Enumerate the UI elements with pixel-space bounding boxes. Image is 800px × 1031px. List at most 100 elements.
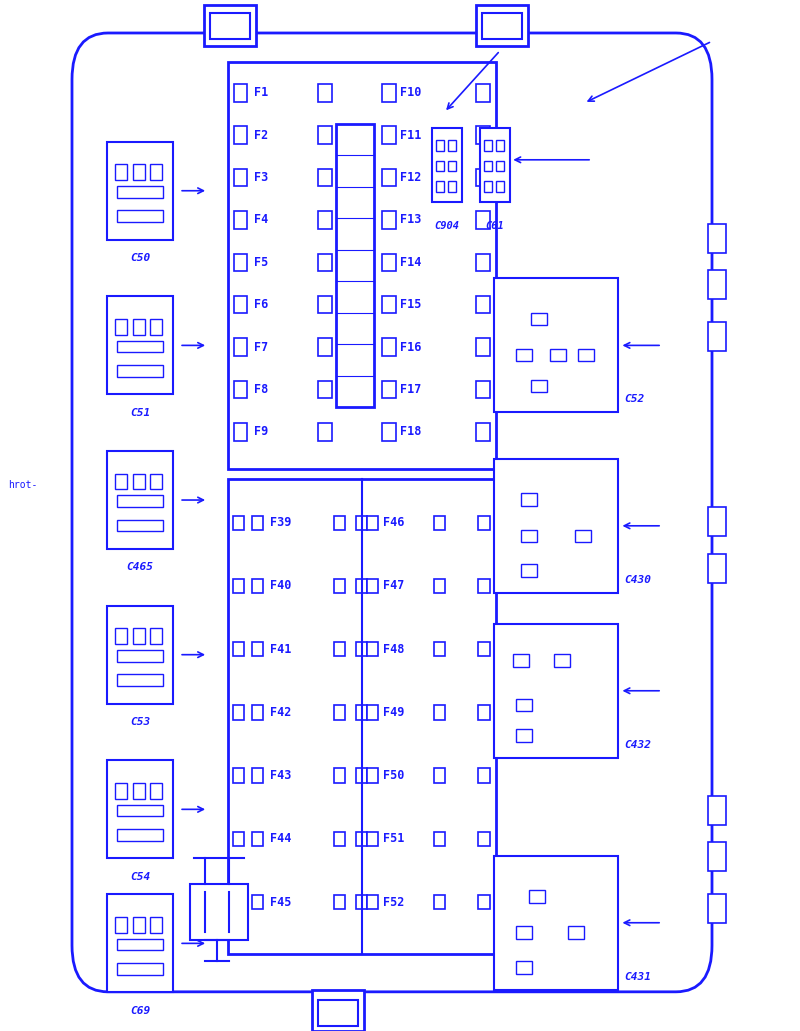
- Bar: [476, 5, 528, 46]
- Bar: [233, 895, 244, 909]
- Bar: [476, 127, 490, 144]
- Bar: [382, 423, 396, 440]
- Bar: [318, 338, 332, 356]
- Bar: [531, 312, 547, 325]
- Text: F13: F13: [400, 213, 422, 227]
- Bar: [334, 578, 346, 593]
- Bar: [478, 578, 490, 593]
- Bar: [150, 629, 162, 643]
- Bar: [382, 296, 396, 313]
- Bar: [133, 319, 145, 334]
- Bar: [496, 140, 504, 151]
- Bar: [476, 296, 490, 313]
- Bar: [434, 516, 445, 530]
- Bar: [476, 211, 490, 229]
- Bar: [482, 13, 522, 39]
- Bar: [516, 699, 532, 711]
- Text: F9: F9: [254, 426, 268, 438]
- Bar: [478, 705, 490, 720]
- Bar: [133, 165, 145, 180]
- Bar: [234, 127, 247, 144]
- Bar: [117, 340, 163, 353]
- Bar: [516, 927, 532, 939]
- Text: C430: C430: [624, 574, 651, 585]
- Text: F16: F16: [400, 340, 422, 354]
- Text: F46: F46: [383, 517, 404, 529]
- Text: F18: F18: [400, 426, 422, 438]
- Bar: [318, 296, 332, 313]
- Bar: [228, 479, 496, 954]
- Bar: [233, 832, 244, 846]
- Bar: [432, 128, 462, 202]
- Bar: [115, 319, 127, 334]
- Bar: [117, 210, 163, 222]
- Bar: [382, 169, 396, 187]
- Bar: [150, 319, 162, 334]
- Text: F51: F51: [383, 832, 404, 845]
- Text: F52: F52: [383, 896, 404, 908]
- Bar: [252, 516, 263, 530]
- Bar: [484, 140, 492, 151]
- Bar: [204, 5, 256, 46]
- Bar: [476, 84, 490, 101]
- Text: C53: C53: [130, 718, 150, 727]
- Text: F2: F2: [254, 129, 268, 141]
- Bar: [448, 140, 456, 151]
- Bar: [234, 169, 247, 187]
- Text: F50: F50: [383, 769, 404, 783]
- Bar: [133, 474, 145, 490]
- Bar: [494, 459, 618, 593]
- Text: F12: F12: [400, 171, 422, 185]
- Text: F14: F14: [400, 256, 422, 269]
- Bar: [234, 296, 247, 313]
- Text: F48: F48: [383, 642, 404, 656]
- Bar: [476, 169, 490, 187]
- Bar: [107, 452, 173, 548]
- Text: F40: F40: [270, 579, 291, 593]
- Text: F41: F41: [270, 642, 291, 656]
- Text: F5: F5: [254, 256, 268, 269]
- FancyBboxPatch shape: [72, 33, 712, 992]
- Bar: [233, 578, 244, 593]
- Text: C904: C904: [434, 221, 460, 231]
- Bar: [436, 140, 444, 151]
- Text: F39: F39: [270, 517, 291, 529]
- Bar: [708, 894, 726, 923]
- Text: F11: F11: [400, 129, 422, 141]
- Bar: [366, 516, 378, 530]
- Bar: [234, 84, 247, 101]
- Bar: [234, 211, 247, 229]
- Bar: [234, 380, 247, 398]
- Text: hrot-: hrot-: [8, 479, 38, 490]
- Bar: [117, 520, 163, 531]
- Bar: [117, 938, 163, 951]
- Text: F6: F6: [254, 298, 268, 311]
- Bar: [513, 655, 529, 667]
- Bar: [494, 856, 618, 990]
- Bar: [107, 297, 173, 394]
- Bar: [476, 423, 490, 440]
- Bar: [107, 761, 173, 858]
- Text: C51: C51: [130, 407, 150, 418]
- Bar: [107, 605, 173, 703]
- Bar: [708, 507, 726, 536]
- Bar: [117, 829, 163, 840]
- Text: C465: C465: [126, 562, 154, 572]
- Text: F17: F17: [400, 383, 422, 396]
- Bar: [356, 516, 366, 530]
- Bar: [233, 768, 244, 783]
- Bar: [115, 918, 127, 932]
- Bar: [434, 578, 445, 593]
- Bar: [318, 423, 332, 440]
- Bar: [107, 142, 173, 240]
- Bar: [494, 278, 618, 412]
- Bar: [434, 895, 445, 909]
- Bar: [708, 224, 726, 253]
- Bar: [336, 124, 374, 407]
- Bar: [334, 768, 346, 783]
- Bar: [382, 380, 396, 398]
- Bar: [252, 768, 263, 783]
- Bar: [522, 494, 538, 506]
- Bar: [480, 128, 510, 202]
- Bar: [484, 161, 492, 171]
